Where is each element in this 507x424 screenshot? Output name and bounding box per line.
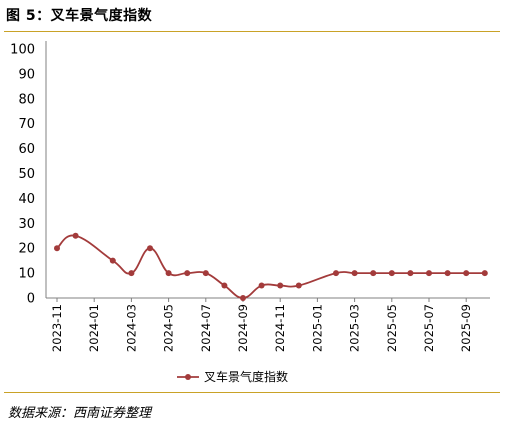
data-point	[109, 257, 116, 264]
data-point	[370, 270, 377, 277]
y-tick-label: 0	[27, 292, 35, 307]
data-point	[444, 270, 451, 277]
title-rule	[4, 31, 500, 32]
data-point	[277, 282, 284, 289]
y-axis: 0 10 20 30 40 50 60 70 80 90 100	[10, 41, 47, 307]
data-point	[295, 282, 302, 289]
x-tick-label: 2025-09	[459, 304, 473, 352]
data-point	[128, 270, 135, 277]
data-point	[54, 245, 60, 252]
x-tick-label: 2024-09	[236, 304, 250, 352]
data-point	[351, 270, 358, 277]
data-point	[426, 270, 432, 277]
data-point	[202, 270, 209, 277]
y-tick-label: 40	[18, 192, 35, 207]
data-point	[258, 282, 265, 289]
data-point	[221, 282, 228, 289]
y-tick-label: 90	[18, 67, 35, 82]
legend-label: 叉车景气度指数	[204, 369, 288, 384]
x-axis: 2023-11 2024-01 2024-03 2024-05 2024-07 2024-…	[46, 297, 490, 352]
x-tick-label: 2024-01	[87, 304, 101, 352]
bottom-rule	[4, 392, 500, 393]
x-tick-label: 2025-01	[310, 304, 324, 352]
legend: 叉车景气度指数	[177, 369, 288, 384]
y-tick-label: 30	[18, 217, 35, 232]
x-tick-label: 2024-03	[124, 304, 138, 352]
data-point	[240, 295, 246, 301]
data-point	[147, 245, 153, 252]
data-point	[463, 270, 470, 277]
x-tick-label: 2024-11	[273, 304, 287, 352]
series-line	[56, 234, 485, 299]
y-tick-label: 50	[18, 167, 35, 182]
data-point	[407, 270, 414, 277]
y-tick-label: 10	[18, 267, 35, 282]
data-point	[184, 270, 191, 277]
series-layer	[54, 232, 488, 301]
y-tick-label: 100	[10, 43, 35, 58]
x-tick-label: 2025-03	[348, 304, 362, 352]
y-tick-label: 20	[18, 242, 35, 257]
x-tick-label: 2024-07	[199, 304, 213, 352]
y-tick-label: 60	[18, 142, 35, 157]
data-point	[72, 232, 79, 239]
data-point	[481, 270, 488, 277]
x-tick-label: 2025-07	[422, 304, 436, 352]
data-point	[333, 270, 339, 277]
y-tick-label: 80	[18, 92, 35, 107]
x-tick-label: 2024-05	[162, 304, 176, 352]
legend-marker	[185, 374, 191, 380]
figure-title: 图 5：叉车景气度指数	[6, 8, 153, 24]
data-point	[165, 270, 172, 277]
data-point	[388, 270, 395, 277]
source-note: 数据来源：西南证券整理	[8, 406, 152, 421]
x-tick-label: 2025-05	[385, 304, 399, 352]
x-tick-label: 2023-11	[50, 304, 64, 352]
y-tick-label: 70	[18, 117, 35, 132]
